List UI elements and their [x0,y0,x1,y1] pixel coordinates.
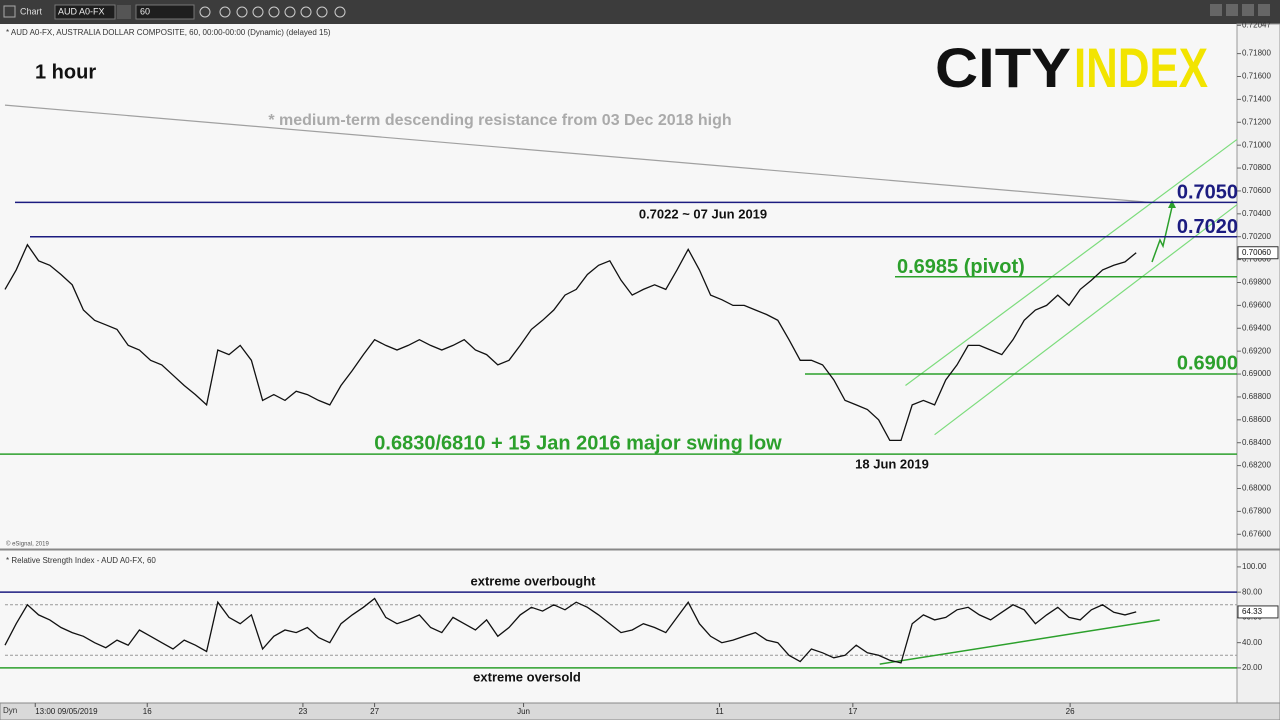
time-axis-panel [0,702,1280,720]
search-button[interactable] [117,5,131,19]
trendline [879,619,1160,665]
x-tick-label: 13:00 09/05/2019 [35,707,98,716]
x-tick-label: 11 [715,707,724,716]
y-tick-label: 0.71400 [1242,94,1271,103]
level-label: 0.6830/6810 + 15 Jan 2016 major swing lo… [374,432,782,454]
level-label: 0.7050 [1177,182,1238,204]
chart-title: * AUD A0-FX, AUSTRALIA DOLLAR COMPOSITE,… [6,28,331,37]
projection-arrow-head [1168,200,1176,208]
annotation: * medium-term descending resistance from… [268,112,731,129]
y-tick-label: 0.68000 [1242,484,1271,493]
y-tick-label: 0.68600 [1242,415,1271,424]
y-tick-label: 0.70200 [1242,232,1271,241]
y-tick-label: 0.70600 [1242,186,1271,195]
x-tick-label: 27 [370,707,379,716]
toolbar-title: Chart [20,6,43,16]
level-label: 0.6900 [1177,352,1238,374]
y-tick-label: 0.71600 [1242,72,1271,81]
y-tick-label: 0.70400 [1242,209,1271,218]
tool-icon[interactable] [199,6,211,18]
y-tick-label: 0.67600 [1242,529,1271,538]
level-label: 0.6985 (pivot) [897,256,1025,278]
window-button[interactable] [1258,4,1270,16]
toolbar [0,0,1280,24]
logo-city: CITY [935,36,1071,99]
y-tick-label: 0.69400 [1242,323,1271,332]
y-tick-label: 0.70800 [1242,163,1271,172]
x-tick-label: 23 [298,707,307,716]
timeframe: 1 hour [35,61,96,83]
symbol-box[interactable] [54,4,116,20]
y-tick-label: 40.00 [1242,638,1263,647]
projection-arrow [1151,206,1173,263]
y-tick-label: 0.69200 [1242,346,1271,355]
trendline [4,104,1150,203]
y-tick-label: 20.00 [1242,663,1263,672]
y-tick-label: 0.71200 [1242,117,1271,126]
y-tick-label: 0.69000 [1242,369,1271,378]
window-button[interactable] [1242,4,1254,16]
rsi-title: * Relative Strength Index - AUD A0-FX, 6… [6,556,156,565]
y-tick-label: 0.68800 [1242,392,1271,401]
x-tick-label: Jun [517,707,530,716]
y-tick-label: 0.68400 [1242,438,1271,447]
current-value-label: 64.33 [1242,607,1263,616]
annotation: 18 Jun 2019 [855,456,929,471]
tool-icon[interactable] [334,6,346,18]
y-tick-label: 80.00 [1242,587,1263,596]
level-label: extreme oversold [473,669,581,684]
y-tick-label: 0.67800 [1242,506,1271,515]
level-label: extreme overbought [471,574,597,589]
tool-icon[interactable] [300,6,312,18]
tool-icon[interactable] [236,6,248,18]
y-tick-label: 0.71000 [1242,140,1271,149]
window-button[interactable] [1210,4,1222,16]
tool-icon[interactable] [316,6,328,18]
x-tick-label: 16 [143,707,152,716]
window-buttons [1210,4,1270,16]
tool-icon[interactable] [284,6,296,18]
x-tick-label: 17 [848,707,857,716]
y-tick-label: 100.00 [1242,562,1267,571]
interval[interactable]: 60 [140,6,150,16]
toolbar-icons [199,6,346,18]
y-tick-label: 0.71800 [1242,49,1271,58]
dyn-label: Dyn [3,706,17,715]
interval-box[interactable] [135,4,195,20]
tool-icon[interactable] [219,6,231,18]
chart-icon [3,5,16,18]
trendline [905,138,1238,386]
level-label: 0.7020 [1177,216,1238,238]
window-button[interactable] [1226,4,1238,16]
price-axis-panel [1236,23,1280,705]
annotation: 0.7022 ~ 07 Jun 2019 [639,206,767,221]
symbol[interactable]: AUD A0-FX [58,6,105,16]
logo-index: INDEX [1074,36,1208,99]
tool-icon[interactable] [268,6,280,18]
current-value-box [1237,605,1279,619]
trendline [934,204,1238,436]
y-tick-label: 0.69600 [1242,300,1271,309]
y-tick-label: 0.68200 [1242,461,1271,470]
series-line [4,243,1137,442]
x-tick-label: 26 [1066,707,1075,716]
current-value-label: 0.70060 [1242,248,1271,257]
y-tick-label: 0.72047 [1242,20,1271,29]
credit: © eSignal, 2019 [6,541,49,548]
tool-icon[interactable] [252,6,264,18]
series-line [4,597,1137,664]
y-tick-label: 0.69800 [1242,278,1271,287]
current-value-box [1237,246,1279,260]
